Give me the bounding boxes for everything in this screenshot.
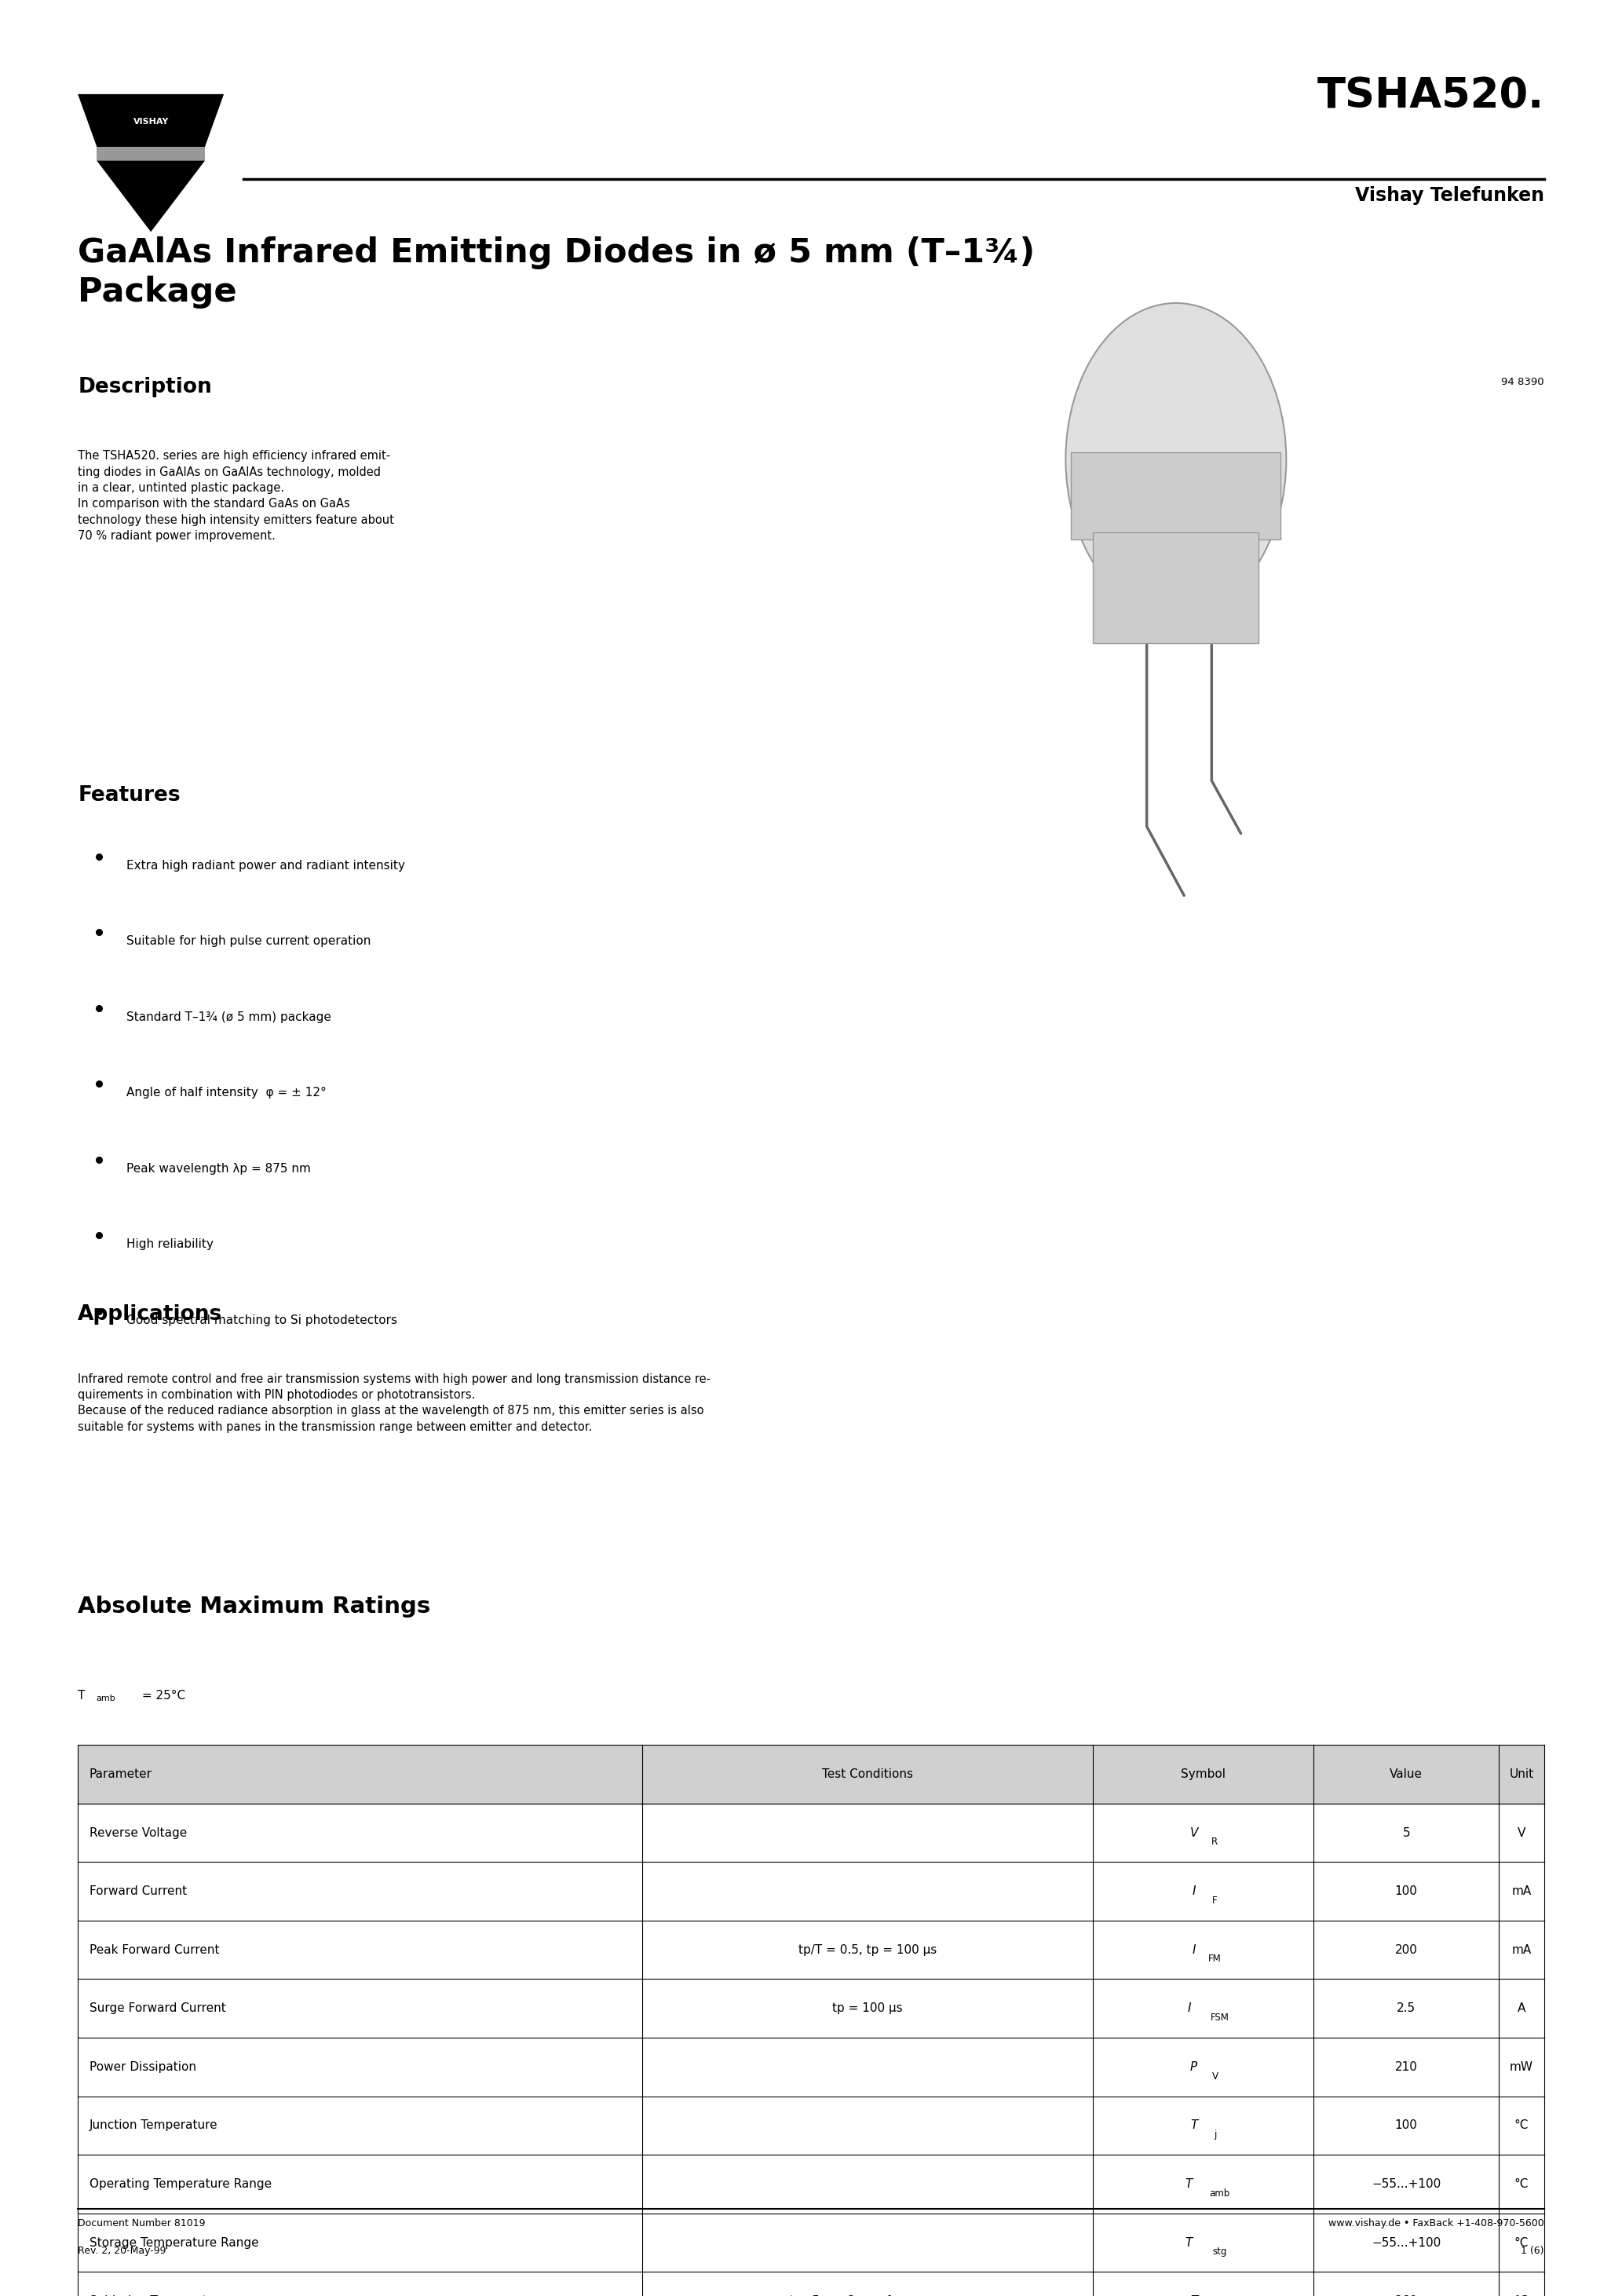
Text: VISHAY: VISHAY xyxy=(133,117,169,126)
Text: tp/T = 0.5, tp = 100 μs: tp/T = 0.5, tp = 100 μs xyxy=(798,1945,938,1956)
Text: °C: °C xyxy=(1515,2119,1528,2131)
Text: Junction Temperature: Junction Temperature xyxy=(89,2119,217,2131)
Text: amb: amb xyxy=(1210,2188,1229,2197)
Text: Good spectral matching to Si photodetectors: Good spectral matching to Si photodetect… xyxy=(127,1313,397,1327)
Text: I: I xyxy=(1187,2002,1191,2014)
Text: j: j xyxy=(1213,2131,1216,2140)
Text: Surge Forward Current: Surge Forward Current xyxy=(89,2002,225,2014)
Polygon shape xyxy=(78,94,224,147)
Text: Standard T–1¾ (ø 5 mm) package: Standard T–1¾ (ø 5 mm) package xyxy=(127,1010,331,1024)
Text: F: F xyxy=(1212,1896,1218,1906)
Bar xyxy=(78,1862,1544,1919)
Bar xyxy=(78,2096,1544,2154)
Text: amb: amb xyxy=(96,1694,115,1701)
Text: Value: Value xyxy=(1390,1768,1422,1779)
Text: Power Dissipation: Power Dissipation xyxy=(89,2062,196,2073)
Text: Document Number 81019: Document Number 81019 xyxy=(78,2218,206,2227)
Circle shape xyxy=(1066,303,1286,615)
Text: Reverse Voltage: Reverse Voltage xyxy=(89,1828,187,1839)
Text: Suitable for high pulse current operation: Suitable for high pulse current operatio… xyxy=(127,934,371,948)
Bar xyxy=(78,2213,1544,2271)
Text: = 25°C: = 25°C xyxy=(138,1690,185,1701)
Text: mA: mA xyxy=(1512,1885,1531,1896)
Text: Forward Current: Forward Current xyxy=(89,1885,187,1896)
Polygon shape xyxy=(97,161,204,232)
Text: Extra high radiant power and radiant intensity: Extra high radiant power and radiant int… xyxy=(127,859,406,872)
Text: Test Conditions: Test Conditions xyxy=(822,1768,913,1779)
Text: Storage Temperature Range: Storage Temperature Range xyxy=(89,2236,258,2248)
Bar xyxy=(78,1745,1544,1805)
Bar xyxy=(1093,533,1259,643)
Text: Peak wavelength λp = 875 nm: Peak wavelength λp = 875 nm xyxy=(127,1162,311,1176)
Text: T: T xyxy=(78,1690,86,1701)
Text: T: T xyxy=(1191,2119,1197,2131)
Text: Absolute Maximum Ratings: Absolute Maximum Ratings xyxy=(78,1596,430,1619)
Text: I: I xyxy=(1192,1885,1195,1896)
Text: mA: mA xyxy=(1512,1945,1531,1956)
Text: GaAlAs Infrared Emitting Diodes in ø 5 mm (T–1¾)
Package: GaAlAs Infrared Emitting Diodes in ø 5 m… xyxy=(78,236,1035,310)
Text: tp = 100 μs: tp = 100 μs xyxy=(832,2002,903,2014)
Text: Symbol: Symbol xyxy=(1181,1768,1226,1779)
Text: Applications: Applications xyxy=(78,1304,222,1325)
Text: V: V xyxy=(1189,1828,1199,1839)
Bar xyxy=(1071,452,1281,540)
Text: 94 8390: 94 8390 xyxy=(1502,377,1544,386)
Text: −55...+100: −55...+100 xyxy=(1372,2179,1440,2190)
Text: °C: °C xyxy=(1515,2236,1528,2248)
Text: T: T xyxy=(1186,2236,1192,2248)
Text: Rev. 2, 20-May-99: Rev. 2, 20-May-99 xyxy=(78,2245,165,2255)
Text: 5: 5 xyxy=(1403,1828,1410,1839)
Polygon shape xyxy=(97,147,204,161)
Text: Angle of half intensity  φ = ± 12°: Angle of half intensity φ = ± 12° xyxy=(127,1086,326,1100)
Text: 100: 100 xyxy=(1395,2119,1418,2131)
Text: 2.5: 2.5 xyxy=(1397,2002,1416,2014)
Text: A: A xyxy=(1517,2002,1526,2014)
Text: mW: mW xyxy=(1510,2062,1533,2073)
Text: FM: FM xyxy=(1208,1954,1221,1963)
Text: Infrared remote control and free air transmission systems with high power and lo: Infrared remote control and free air tra… xyxy=(78,1373,710,1433)
Text: The TSHA520. series are high efficiency infrared emit-
ting diodes in GaAlAs on : The TSHA520. series are high efficiency … xyxy=(78,450,394,542)
Text: P: P xyxy=(1191,2062,1197,2073)
Text: TSHA520.: TSHA520. xyxy=(1317,76,1544,117)
Text: I: I xyxy=(1192,1945,1195,1956)
Text: −55...+100: −55...+100 xyxy=(1372,2236,1440,2248)
Text: V: V xyxy=(1517,1828,1526,1839)
Text: 200: 200 xyxy=(1395,1945,1418,1956)
Text: Unit: Unit xyxy=(1508,1768,1534,1779)
Text: T: T xyxy=(1186,2179,1192,2190)
Text: Parameter: Parameter xyxy=(89,1768,152,1779)
Text: 210: 210 xyxy=(1395,2062,1418,2073)
Bar xyxy=(78,1805,1544,1862)
Text: www.vishay.de • FaxBack +1-408-970-5600: www.vishay.de • FaxBack +1-408-970-5600 xyxy=(1328,2218,1544,2227)
Text: Features: Features xyxy=(78,785,180,806)
Bar xyxy=(78,1919,1544,1979)
Text: Description: Description xyxy=(78,377,212,397)
Text: R: R xyxy=(1212,1837,1218,1846)
Text: 100: 100 xyxy=(1395,1885,1418,1896)
Text: Vishay Telefunken: Vishay Telefunken xyxy=(1354,186,1544,204)
Bar xyxy=(78,2154,1544,2213)
Text: High reliability: High reliability xyxy=(127,1238,214,1251)
Text: V: V xyxy=(1212,2071,1218,2080)
Bar xyxy=(78,2039,1544,2096)
Text: Operating Temperature Range: Operating Temperature Range xyxy=(89,2179,271,2190)
Bar xyxy=(78,1979,1544,2039)
Bar xyxy=(78,2271,1544,2296)
Text: FSM: FSM xyxy=(1210,2014,1229,2023)
Text: stg: stg xyxy=(1213,2248,1226,2257)
Text: °C: °C xyxy=(1515,2179,1528,2190)
Text: 1 (6): 1 (6) xyxy=(1521,2245,1544,2255)
Text: Peak Forward Current: Peak Forward Current xyxy=(89,1945,219,1956)
